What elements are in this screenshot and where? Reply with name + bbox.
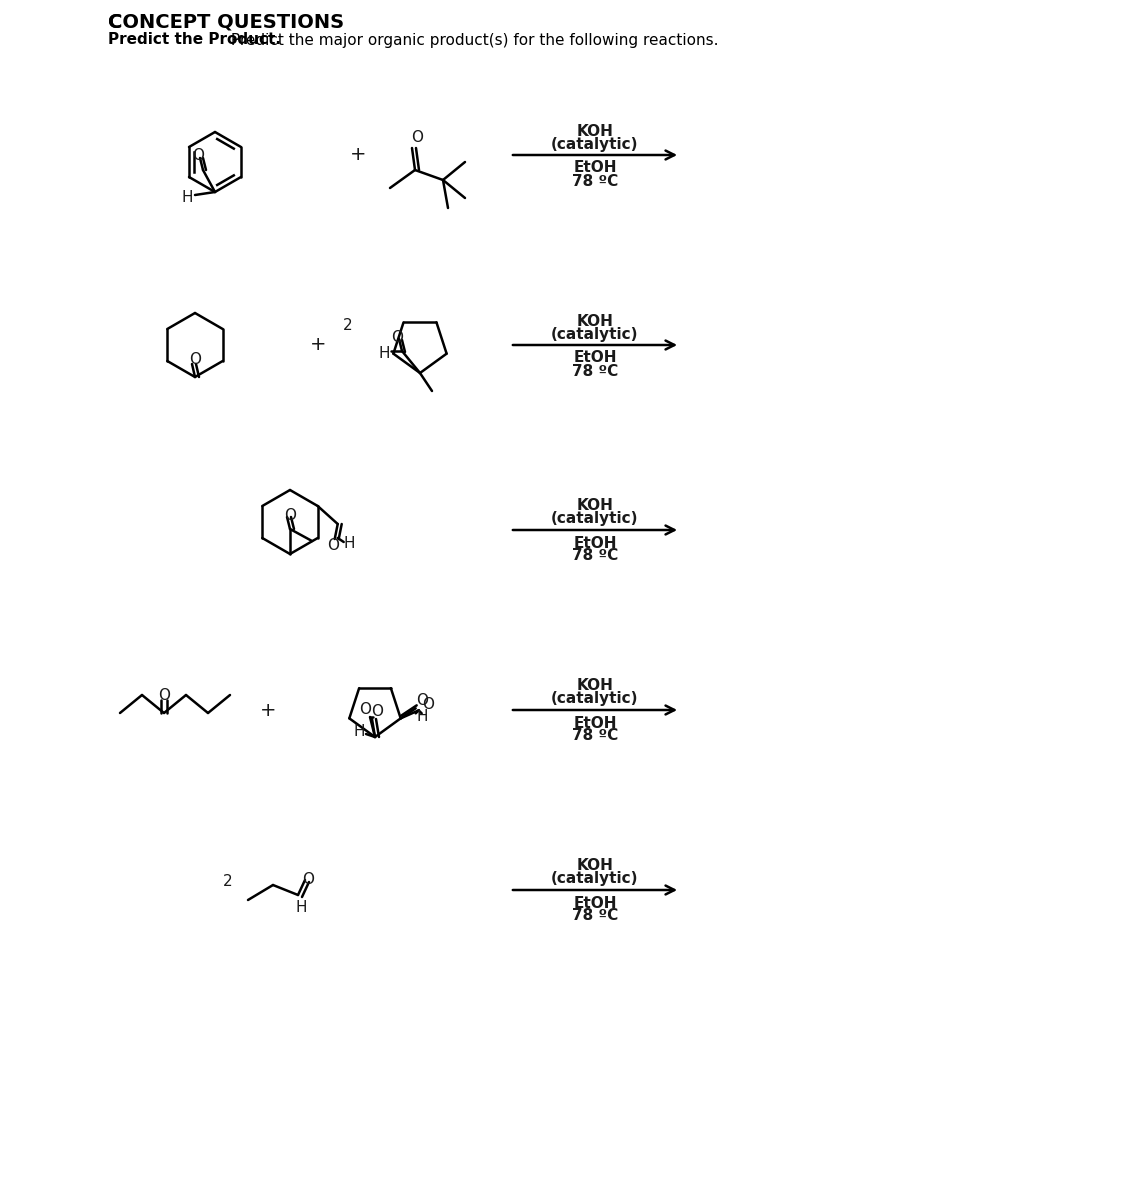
Text: O: O [302,872,314,888]
Text: (catalytic): (catalytic) [552,326,639,342]
Text: EtOH: EtOH [574,161,617,175]
Text: Predict the major organic product(s) for the following reactions.: Predict the major organic product(s) for… [226,32,718,48]
Text: (catalytic): (catalytic) [552,691,639,707]
Text: 78 ºC: 78 ºC [572,364,618,378]
Text: O: O [359,702,370,716]
Text: O: O [415,692,428,708]
Text: C: C [108,12,123,31]
Text: 78 ºC: 78 ºC [572,174,618,188]
Text: (catalytic): (catalytic) [552,871,639,887]
Text: O: O [192,149,204,163]
Text: 78 ºC: 78 ºC [572,728,618,744]
Text: KOH: KOH [577,124,614,138]
Text: 2: 2 [343,318,353,332]
Text: O: O [422,697,434,712]
Text: H: H [181,190,193,204]
Text: H: H [379,346,390,360]
Text: O: O [411,131,423,145]
Text: EtOH: EtOH [574,895,617,911]
Text: O: O [370,703,383,719]
Text: (catalytic): (catalytic) [552,511,639,527]
Text: 78 ºC: 78 ºC [572,908,618,924]
Text: +: + [350,145,366,164]
Text: KOH: KOH [577,313,614,329]
Text: CONCEPT QUESTIONS: CONCEPT QUESTIONS [108,12,344,31]
Text: KOH: KOH [577,858,614,874]
Text: O: O [189,353,201,367]
Text: O: O [284,508,296,522]
Text: +: + [259,701,276,720]
Text: (catalytic): (catalytic) [552,137,639,151]
Text: Predict the Product.: Predict the Product. [108,32,281,48]
Text: EtOH: EtOH [574,350,617,366]
Text: KOH: KOH [577,498,614,514]
Text: O: O [158,688,170,702]
Text: H: H [416,709,429,724]
Text: EtOH: EtOH [574,715,617,731]
Text: 78 ºC: 78 ºC [572,548,618,564]
Text: H: H [353,725,365,739]
Text: O: O [327,539,338,553]
Text: +: + [310,336,326,354]
Text: 2: 2 [224,875,233,889]
Text: EtOH: EtOH [574,535,617,551]
Text: H: H [295,900,306,916]
Text: O: O [391,330,403,344]
Text: H: H [344,536,356,552]
Text: KOH: KOH [577,678,614,694]
